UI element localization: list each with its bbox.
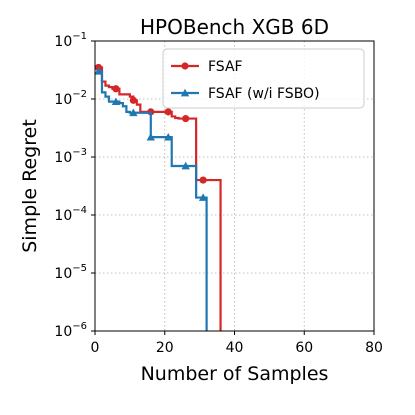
legend-marker: [180, 88, 190, 97]
x-tick-label: 20: [156, 340, 174, 356]
data-point: [146, 132, 155, 141]
legend-item: FSAF (w/i FSBO): [171, 86, 320, 102]
y-tick-label: 10−1: [54, 31, 87, 50]
legend-label: FSAF (w/i FSBO): [208, 86, 320, 102]
legend-box: [162, 48, 365, 109]
ticks: 0 20 40 60 80 10−6 10−5 10−4 10−3 10−2 10−1: [54, 31, 382, 356]
legend: FSAF FSAF (w/i FSBO): [162, 48, 365, 109]
legend-marker: [181, 62, 189, 70]
data-point: [181, 161, 190, 170]
data-point: [199, 176, 207, 184]
chart-title: HPOBench XGB 6D: [140, 15, 329, 39]
legend-item: FSAF: [171, 59, 243, 75]
x-tick-label: 0: [91, 340, 100, 356]
x-tick-label: 80: [365, 340, 383, 356]
data-point: [111, 97, 121, 106]
data-point: [164, 108, 172, 116]
series-fsaf-fsbo: [94, 67, 208, 331]
data-point: [94, 67, 103, 75]
x-axis-label: Number of Samples: [141, 363, 329, 385]
y-tick-label: 10−3: [54, 147, 87, 166]
y-tick-label: 10−4: [54, 205, 87, 224]
series-layer: [94, 63, 222, 331]
data-point: [112, 85, 120, 93]
data-point: [129, 96, 137, 104]
data-point: [164, 132, 173, 141]
y-tick-label: 10−2: [54, 89, 87, 108]
x-tick-label: 60: [295, 340, 313, 356]
x-tick-label: 40: [226, 340, 244, 356]
data-point: [198, 193, 208, 201]
y-tick-label: 10−6: [54, 321, 87, 340]
legend-label: FSAF: [208, 59, 243, 75]
data-point: [182, 114, 190, 123]
data-point: [129, 108, 138, 117]
y-tick-label: 10−5: [54, 263, 87, 282]
series-line: [98, 70, 208, 331]
y-axis-label: Simple Regret: [19, 119, 41, 253]
